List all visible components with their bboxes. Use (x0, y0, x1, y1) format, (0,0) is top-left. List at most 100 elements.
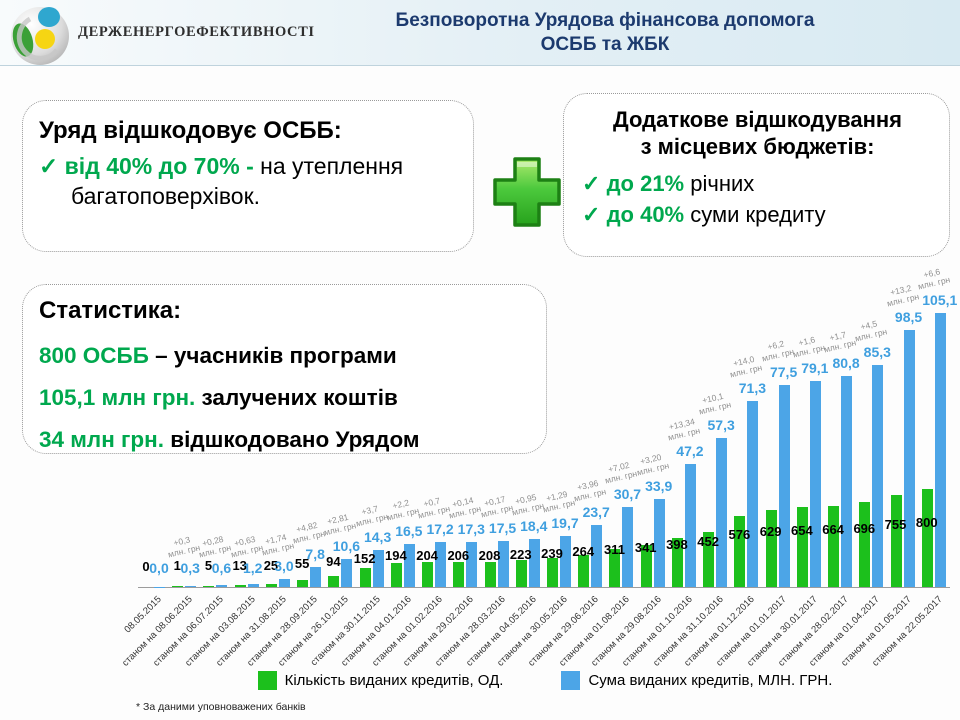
gov-box-title: Уряд відшкодовує ОСББ: (39, 117, 342, 144)
legend-label-sum: Сума виданих кредитів, МЛН. ГРН. (588, 672, 833, 689)
sum-label: 17,5 (488, 520, 517, 537)
delta-annotation: +7,02 млн. грн (604, 459, 639, 485)
plus-icon (486, 150, 568, 239)
bar-count (796, 506, 808, 587)
delta-annotation: +0,63 млн. грн (229, 533, 264, 559)
delta-annotation: +13,2 млн. грн (885, 283, 920, 309)
count-label: 664 (822, 522, 844, 538)
bar-sum (622, 506, 634, 587)
count-label: 398 (666, 537, 688, 553)
delta-annotation: +1,7 млн. грн (822, 329, 858, 355)
count-label: 5 (204, 558, 213, 574)
bar-count (828, 505, 840, 587)
sum-label: 0,0 (149, 560, 169, 576)
bar-count (921, 489, 933, 587)
bar-count (234, 585, 246, 587)
bar-count (484, 561, 496, 587)
gov-reimbursement-box: Уряд відшкодовує ОСББ: ✓ від 40% до 70% … (22, 100, 474, 252)
sum-label: 71,3 (738, 380, 766, 397)
stats-title: Статистика: (39, 297, 182, 324)
sum-label: 77,5 (769, 363, 798, 380)
sum-label: 18,4 (520, 518, 548, 535)
agency-logo-icon (8, 3, 72, 72)
bar-sum (872, 364, 884, 587)
stats-item: 105,1 млн грн. залучених коштів (39, 377, 536, 419)
legend-item-count: Кількість виданих кредитів, ОД. (257, 671, 503, 690)
statistics-box: Статистика: 800 ОСББ – учасників програм… (22, 284, 547, 454)
bar-count (203, 585, 215, 587)
sum-label: 3,0 (274, 558, 294, 575)
sum-label: 79,1 (801, 359, 829, 376)
count-label: 25 (263, 557, 279, 573)
sum-label: 85,3 (863, 343, 891, 360)
sum-label: 80,8 (832, 355, 860, 372)
bar-sum (591, 525, 603, 587)
footnote: * За даними уповноважених банків (136, 701, 306, 713)
bar-count (578, 554, 590, 587)
chart-legend: Кількість виданих кредитів, ОД. Сума вид… (140, 671, 950, 690)
delta-annotation: +6,6 млн. грн (916, 266, 951, 291)
bar-sum (778, 384, 790, 587)
slide-title-line2: ОСББ та ЖБК (540, 34, 670, 55)
count-label: 341 (634, 540, 657, 556)
local-item-rest: річних (684, 171, 755, 196)
bar-sum (185, 586, 197, 587)
bar-sum (841, 376, 853, 587)
delta-annotation: +3,96 млн. грн (573, 478, 608, 504)
bar-sum (716, 437, 728, 587)
bar-count (359, 568, 371, 587)
legend-item-sum: Сума виданих кредитів, МЛН. ГРН. (561, 671, 832, 690)
checkmark-icon: ✓ (39, 153, 59, 179)
bar-sum (497, 541, 509, 587)
count-label: 629 (759, 524, 782, 540)
sum-label: 17,2 (426, 521, 454, 538)
bar-count (390, 563, 402, 587)
sum-label: 14,3 (363, 528, 392, 545)
count-label: 204 (416, 547, 438, 563)
stats-item: 34 млн грн. відшкодовано Урядом (39, 419, 536, 461)
delta-annotation: +13,34 млн. грн (666, 416, 701, 442)
sum-label: 0,6 (211, 560, 232, 576)
sum-label: 33,9 (645, 477, 673, 494)
stats-highlight: 105,1 млн грн. (39, 385, 196, 410)
bar-count (265, 583, 277, 587)
bar-sum (560, 535, 571, 587)
local-budget-box: Додаткове відшкодування з місцевих бюдже… (563, 93, 950, 257)
bar-sum (934, 313, 946, 587)
stats-highlight: 34 млн грн. (39, 427, 165, 452)
bar-sum (747, 401, 759, 587)
count-label: 194 (384, 548, 407, 564)
count-label: 452 (697, 534, 719, 550)
stats-rest: залучених коштів (195, 385, 398, 410)
bar-count (297, 580, 309, 587)
sum-label: 23,7 (582, 504, 610, 521)
sum-label: 57,3 (707, 416, 735, 433)
gov-box-rest: на утеплення багатоповерхівок. (71, 153, 404, 209)
bar-count (172, 585, 184, 587)
count-label: 654 (790, 522, 813, 538)
bar-count (765, 509, 777, 587)
bar-count (422, 562, 434, 587)
count-label: 264 (572, 544, 595, 560)
bar-sum (341, 559, 353, 587)
sum-label: 19,7 (551, 514, 579, 531)
delta-annotation: +1,29 млн. грн (541, 488, 576, 514)
sum-label: 10,6 (332, 538, 360, 555)
bar-sum (809, 380, 821, 587)
local-item-rest: суми кредиту (684, 202, 826, 227)
count-label: 239 (541, 545, 563, 561)
slide-title: Безповоротна Урядова фінансова допомога … (320, 9, 890, 57)
delta-annotation: +0,7 млн. грн (416, 495, 452, 521)
delta-annotation: +3,7 млн. грн (354, 503, 389, 528)
count-label: 94 (326, 553, 341, 569)
delta-annotation: +0,28 млн. грн (198, 533, 233, 559)
stats-rest: – учасників програми (148, 343, 397, 368)
local-item-highlight: до 21% (606, 171, 685, 196)
bar-sum (653, 498, 665, 587)
stats-rest: відшкодовано Урядом (164, 427, 420, 452)
bar-count (328, 575, 340, 587)
bar-sum (154, 586, 165, 587)
bar-count (671, 538, 683, 587)
count-label: 311 (603, 541, 625, 557)
